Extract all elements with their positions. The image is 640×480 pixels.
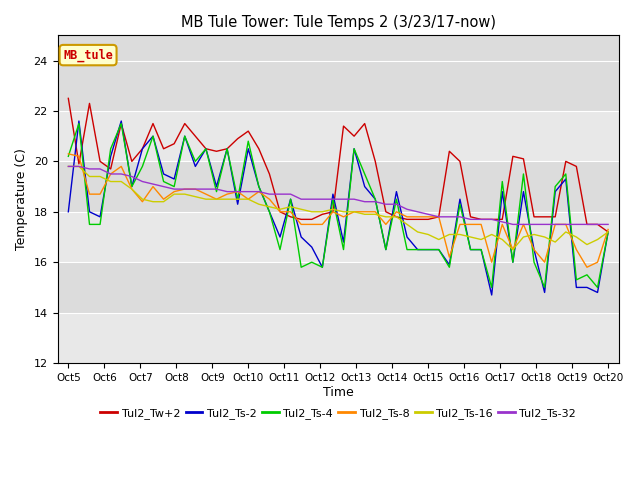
Line: Tul2_Ts-8: Tul2_Ts-8 — [68, 154, 608, 267]
Bar — [58, 262, 619, 312]
Tul2_Ts-2 — [488, 292, 495, 298]
Tul2_Ts-32 — [392, 201, 400, 207]
Tul2_Ts-4 — [488, 285, 495, 290]
Y-axis label: Temperature (C): Temperature (C) — [15, 148, 28, 250]
Tul2_Ts-4 — [424, 247, 432, 252]
Tul2_Ts-2 — [329, 191, 337, 197]
Tul2_Ts-16 — [604, 229, 612, 235]
Tul2_Ts-16 — [573, 234, 580, 240]
Tul2_Tw+2 — [604, 229, 612, 235]
Line: Tul2_Ts-16: Tul2_Ts-16 — [68, 167, 608, 250]
Bar — [58, 312, 619, 363]
Tul2_Ts-8 — [392, 209, 400, 215]
Tul2_Ts-8 — [583, 264, 591, 270]
Tul2_Ts-2 — [361, 184, 369, 190]
Line: Tul2_Ts-2: Tul2_Ts-2 — [68, 121, 608, 295]
Line: Tul2_Ts-32: Tul2_Ts-32 — [68, 167, 608, 224]
Tul2_Ts-32 — [107, 171, 115, 177]
Tul2_Ts-32 — [65, 164, 72, 169]
Bar — [58, 60, 619, 111]
Bar — [58, 212, 619, 262]
Tul2_Ts-8 — [319, 221, 326, 227]
Tul2_Tw+2 — [562, 158, 570, 164]
Tul2_Ts-4 — [604, 229, 612, 235]
Tul2_Ts-16 — [509, 247, 516, 252]
Bar — [58, 111, 619, 161]
Text: MB_tule: MB_tule — [63, 48, 113, 62]
Tul2_Ts-16 — [319, 209, 326, 215]
Tul2_Ts-2 — [424, 247, 432, 252]
Tul2_Ts-32 — [573, 221, 580, 227]
Tul2_Ts-2 — [403, 234, 411, 240]
Legend: Tul2_Tw+2, Tul2_Ts-2, Tul2_Ts-4, Tul2_Ts-8, Tul2_Ts-16, Tul2_Ts-32: Tul2_Tw+2, Tul2_Ts-2, Tul2_Ts-4, Tul2_Ts… — [96, 403, 580, 423]
Tul2_Ts-2 — [266, 209, 273, 215]
Tul2_Ts-2 — [65, 209, 72, 215]
Tul2_Ts-8 — [255, 189, 262, 194]
Tul2_Ts-32 — [319, 196, 326, 202]
Tul2_Ts-8 — [562, 221, 570, 227]
Tul2_Ts-32 — [604, 221, 612, 227]
Tul2_Ts-16 — [107, 179, 115, 184]
X-axis label: Time: Time — [323, 385, 353, 398]
Tul2_Ts-2 — [75, 118, 83, 124]
Tul2_Ts-2 — [117, 118, 125, 124]
Title: MB Tule Tower: Tule Temps 2 (3/23/17-now): MB Tule Tower: Tule Temps 2 (3/23/17-now… — [180, 15, 496, 30]
Tul2_Tw+2 — [65, 96, 72, 101]
Tul2_Ts-4 — [75, 120, 83, 126]
Tul2_Ts-32 — [255, 189, 262, 194]
Tul2_Ts-32 — [509, 221, 516, 227]
Tul2_Ts-8 — [65, 151, 72, 156]
Tul2_Ts-16 — [255, 201, 262, 207]
Tul2_Ts-16 — [65, 164, 72, 169]
Tul2_Ts-2 — [604, 229, 612, 235]
Tul2_Ts-4 — [266, 209, 273, 215]
Tul2_Tw+2 — [255, 146, 262, 152]
Tul2_Tw+2 — [392, 214, 400, 220]
Tul2_Ts-8 — [107, 171, 115, 177]
Tul2_Tw+2 — [107, 166, 115, 172]
Tul2_Tw+2 — [319, 211, 326, 217]
Bar — [58, 161, 619, 212]
Tul2_Ts-4 — [329, 196, 337, 202]
Tul2_Ts-4 — [361, 171, 369, 177]
Line: Tul2_Ts-4: Tul2_Ts-4 — [68, 123, 608, 288]
Tul2_Ts-8 — [604, 227, 612, 232]
Tul2_Ts-32 — [414, 209, 422, 215]
Tul2_Ts-4 — [65, 154, 72, 159]
Tul2_Ts-4 — [403, 247, 411, 252]
Line: Tul2_Tw+2: Tul2_Tw+2 — [68, 98, 608, 232]
Tul2_Tw+2 — [414, 216, 422, 222]
Tul2_Ts-16 — [414, 229, 422, 235]
Tul2_Ts-16 — [392, 214, 400, 220]
Tul2_Ts-4 — [117, 120, 125, 126]
Tul2_Ts-8 — [414, 214, 422, 220]
